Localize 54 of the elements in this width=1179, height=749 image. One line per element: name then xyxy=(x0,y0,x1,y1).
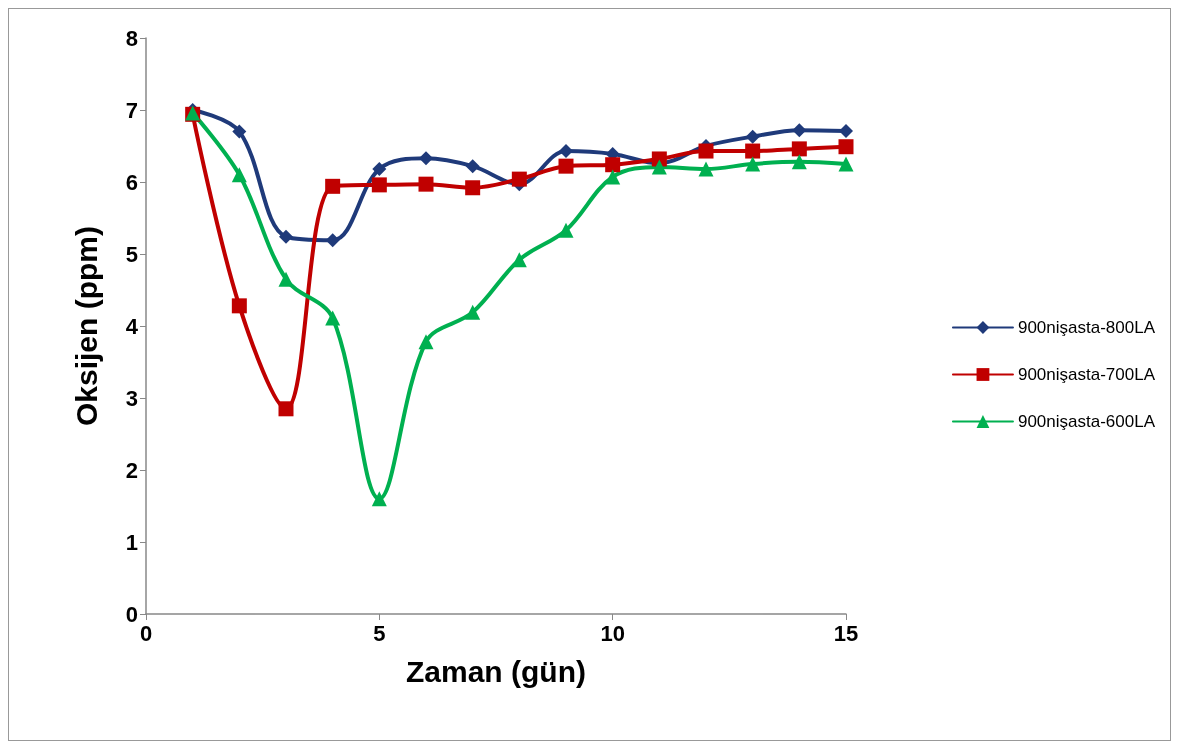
point xyxy=(605,169,621,185)
point xyxy=(279,229,293,244)
point xyxy=(745,156,761,172)
point xyxy=(792,123,807,138)
point xyxy=(465,159,480,174)
point xyxy=(511,171,527,187)
point xyxy=(325,178,341,194)
point xyxy=(418,176,434,192)
point xyxy=(325,233,340,248)
legend-label: 900nişasta-800LA xyxy=(1017,318,1156,337)
point xyxy=(698,143,714,159)
x-tick-label: 5 xyxy=(373,620,386,646)
x-axis-title: Zaman (gün) xyxy=(406,654,586,688)
point xyxy=(558,158,574,174)
point xyxy=(278,271,294,287)
point xyxy=(325,310,341,326)
point xyxy=(278,401,294,417)
point xyxy=(419,151,433,166)
point xyxy=(372,162,387,177)
point xyxy=(231,167,247,183)
point xyxy=(838,139,854,155)
y-tick-label: 7 xyxy=(125,97,138,123)
point xyxy=(698,161,714,177)
y-tick-label: 3 xyxy=(125,385,138,411)
point xyxy=(651,151,667,167)
point xyxy=(558,222,574,238)
y-tick-label: 2 xyxy=(125,457,138,483)
point xyxy=(465,304,481,320)
point xyxy=(371,177,387,193)
point xyxy=(371,491,387,507)
legend-label: 900nişasta-600LA xyxy=(1017,412,1156,431)
y-tick-label: 6 xyxy=(125,169,138,195)
point xyxy=(465,180,481,196)
y-tick-label: 5 xyxy=(125,241,138,267)
y-tick-label: 8 xyxy=(125,25,138,51)
point xyxy=(231,298,247,314)
point xyxy=(651,159,667,175)
point xyxy=(418,334,434,350)
y-axis-title: Oksijen (ppm) xyxy=(69,225,103,427)
x-tick-label: 15 xyxy=(833,620,859,646)
point xyxy=(559,144,573,159)
x-tick-label: 10 xyxy=(600,620,625,646)
point xyxy=(839,123,853,138)
y-tick-label: 4 xyxy=(125,313,139,339)
y-tick-label: 1 xyxy=(125,529,138,555)
point xyxy=(838,156,854,172)
point xyxy=(745,143,761,159)
point xyxy=(745,129,760,144)
y-tick-label: 0 xyxy=(125,601,138,627)
point xyxy=(232,124,247,139)
point xyxy=(791,154,807,170)
legend-label: 900nişasta-700LA xyxy=(1017,365,1156,384)
point xyxy=(791,141,807,157)
point xyxy=(605,157,621,173)
